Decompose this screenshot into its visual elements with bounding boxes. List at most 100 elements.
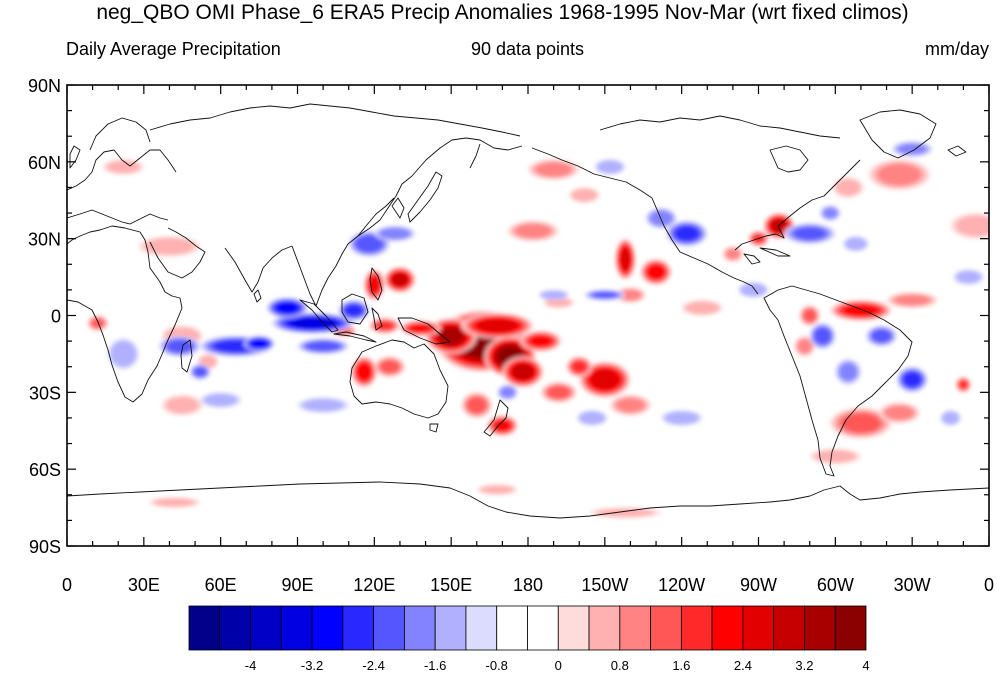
anomaly-cell [809, 323, 836, 349]
coastline-yucatan [743, 253, 761, 265]
anomaly-contour [571, 360, 587, 373]
coastline-alaska [531, 147, 653, 199]
coastline-tasmania [429, 423, 439, 433]
coastline-antarctica [67, 481, 989, 519]
x-tick-label: 30E [128, 575, 160, 595]
anomaly-cell [594, 159, 626, 175]
coastline-sri-lanka [253, 289, 262, 303]
anomaly-cell [497, 384, 518, 401]
anomaly-cell [487, 415, 518, 436]
colorbar-box [188, 605, 221, 651]
anomaly-cell [615, 287, 646, 303]
anomaly-contour [841, 413, 881, 433]
anomaly-contour [813, 327, 832, 345]
anomaly-contour [619, 289, 642, 301]
anomaly-cell [579, 361, 631, 398]
coastline-iceland [947, 145, 967, 157]
anomaly-contour [513, 364, 533, 380]
anomaly-contour [500, 386, 515, 398]
anomaly-cell [351, 356, 377, 388]
colorbar-box [311, 605, 344, 651]
coastline-mediterranean [67, 209, 169, 225]
anomaly-cell [784, 223, 836, 244]
anomaly-cell [576, 410, 608, 426]
anomaly-cell [896, 366, 928, 393]
anomaly-contour [877, 163, 922, 186]
coastline-india [224, 245, 293, 293]
coastline-siberia [411, 137, 523, 177]
colorbar-box [680, 605, 713, 651]
coastline-arctic-eurasia [149, 103, 521, 137]
anomaly-cell [161, 394, 203, 416]
colorbar-box [804, 605, 836, 651]
anomaly-cell [502, 356, 544, 388]
anomaly-cell [645, 207, 677, 229]
anomaly-contour [793, 227, 826, 241]
anomaly-cell [297, 397, 349, 413]
y-tick-label: 60N [28, 153, 61, 173]
coastline-korea [391, 197, 405, 219]
anomaly-contour [955, 215, 989, 237]
coastline-gulf-mexico [734, 159, 861, 251]
anomaly-cell [374, 225, 416, 242]
anomaly-cell [200, 392, 242, 408]
colorbar-box [650, 605, 682, 651]
anomaly-contour [771, 219, 787, 233]
anomaly-contour [356, 362, 372, 381]
anomaly-contour [540, 290, 567, 300]
coastline-arctic-na [599, 115, 841, 139]
anomaly-contour [803, 309, 817, 322]
colorbar-label: -2.4 [362, 658, 384, 673]
anomaly-cell [722, 246, 744, 262]
anomaly-cell [540, 382, 577, 403]
anomaly-contour [379, 227, 411, 240]
anomaly-contour [797, 338, 812, 354]
coastline-cuba [759, 247, 791, 257]
anomaly-contour [302, 398, 345, 412]
coastline-sumatra [299, 299, 339, 333]
anomaly-cell [799, 305, 820, 326]
colorbar-box [496, 605, 528, 651]
colorbar-label: 3.2 [795, 658, 813, 673]
coastline-sulawesi [371, 307, 383, 331]
anomaly-cell [661, 410, 703, 426]
anomaly-contour [958, 380, 968, 390]
anomaly-contour [579, 411, 606, 425]
y-tick-label: 0 [51, 307, 61, 327]
anomaly-contour [165, 396, 199, 414]
colorbar-label: -3.2 [301, 658, 323, 673]
anomaly-cell [878, 402, 920, 424]
colorbar-box [250, 605, 282, 651]
anomaly-contour [355, 235, 384, 253]
anomaly-contour [529, 335, 552, 347]
anomaly-contour [871, 329, 892, 343]
anomaly-contour [106, 160, 141, 174]
anomaly-contour [144, 237, 195, 255]
coastline-borneo [341, 293, 369, 325]
anomaly-contour [535, 162, 572, 177]
colorbar-box [588, 605, 621, 651]
x-tick-label: 0 [984, 575, 994, 595]
colorbar-label: 2.4 [734, 658, 752, 673]
coastline-europe [67, 149, 177, 191]
anomaly-contour [844, 237, 867, 251]
colorbar-label: -1.6 [424, 658, 446, 673]
colorbar-label: 0 [555, 658, 562, 673]
colorbar-box [527, 605, 559, 651]
anomaly-cell [374, 356, 406, 377]
anomaly-contour [515, 223, 552, 239]
anomaly-contour [740, 283, 767, 297]
anomaly-contour [647, 264, 665, 280]
anomaly-cell [138, 236, 201, 257]
anomaly-contour [392, 273, 408, 286]
anomaly-cell [243, 335, 275, 352]
anomaly-contour [153, 498, 196, 507]
anomaly-cell [87, 315, 108, 331]
coastline-scandinavia [89, 117, 151, 151]
anomaly-contour [894, 294, 931, 306]
anomaly-cell [189, 364, 211, 380]
anomaly-contour [480, 485, 514, 494]
axis-ticks [66, 84, 990, 547]
anomaly-contour [884, 405, 914, 421]
anomaly-cell [794, 335, 815, 357]
